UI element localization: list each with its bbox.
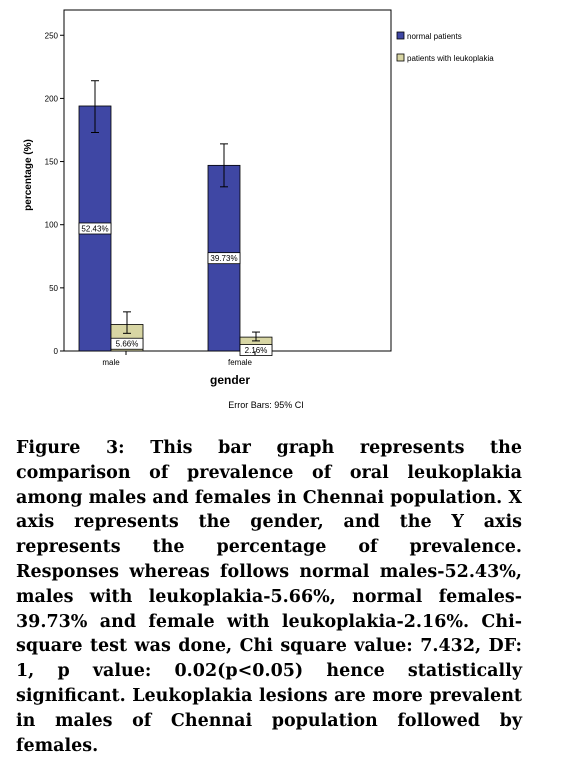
y-axis-title: percentage (%) <box>23 139 34 211</box>
legend-swatch <box>396 31 405 40</box>
figure-caption: Figure 3: This bar graph represents the … <box>16 438 522 756</box>
x-tick-label: female <box>228 358 253 367</box>
legend-swatch <box>396 53 405 62</box>
y-tick-label: 200 <box>45 94 59 103</box>
y-tick-label: 150 <box>45 158 59 167</box>
data-label-box <box>110 337 144 350</box>
bar-chart: 0 50 100 150 200 250 52.43% 39.73% 5.66% 2.16% m… <box>23 9 494 410</box>
x-axis: male female <box>102 351 256 367</box>
data-label: 52.43% <box>81 224 108 233</box>
legend-label: patients with leukoplakia <box>407 54 494 63</box>
data-label-box <box>207 252 241 265</box>
data-label: 39.73% <box>210 254 237 263</box>
x-axis-title: gender <box>210 373 250 387</box>
bars: 52.43% 39.73% 5.66% 2.16% <box>78 80 273 356</box>
y-axis: 0 50 100 150 200 250 <box>45 31 64 356</box>
data-label: 5.66% <box>116 340 139 349</box>
x-tick-label: male <box>102 358 120 367</box>
data-label-box <box>239 344 273 356</box>
legend-label: normal patients <box>407 32 462 41</box>
y-tick-label: 50 <box>49 284 58 293</box>
data-label: 2.16% <box>245 346 268 355</box>
y-tick-label: 100 <box>45 221 59 230</box>
y-tick-label: 0 <box>54 347 59 356</box>
y-tick-label: 250 <box>45 31 59 40</box>
legend: normal patients patients with leukoplakia <box>396 31 494 63</box>
data-label-box <box>78 222 112 235</box>
error-bars-footnote: Error Bars: 95% CI <box>228 400 304 410</box>
